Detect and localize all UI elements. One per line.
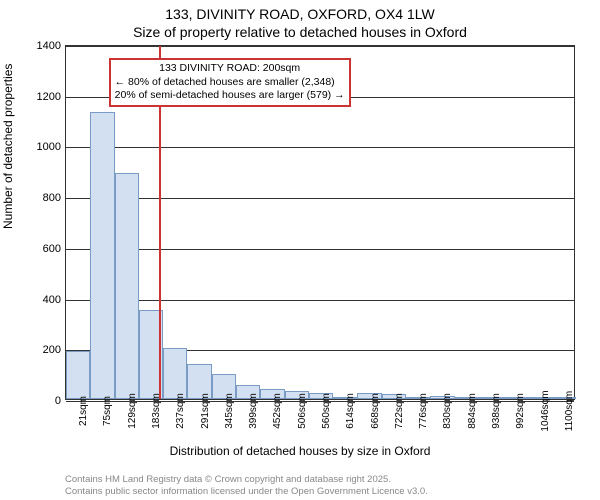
y-tick-label: 0 [55,395,61,407]
chart-title-main: 133, DIVINITY ROAD, OXFORD, OX4 1LW [0,6,600,22]
chart-container: 133, DIVINITY ROAD, OXFORD, OX4 1LW Size… [0,0,600,500]
x-tick-label: 1046sqm [540,390,551,431]
x-tick-label: 776sqm [418,393,429,429]
x-axis-title: Distribution of detached houses by size … [0,444,600,458]
footer: Contains HM Land Registry data © Crown c… [65,474,428,498]
y-tick-label: 600 [43,243,61,255]
x-tick-label: 614sqm [345,393,356,429]
x-tick-label: 830sqm [442,393,453,429]
x-tick-label: 560sqm [321,393,332,429]
x-tick-label: 506sqm [297,393,308,429]
footer-line-2: Contains public sector information licen… [65,486,428,498]
x-tick-label: 75sqm [102,396,113,426]
y-tick-label: 1200 [37,91,61,103]
x-tick-label: 399sqm [248,393,259,429]
y-tick-label: 400 [43,294,61,306]
histogram-bar [115,173,139,399]
grid-line [66,46,574,47]
histogram-bar [163,348,187,399]
annotation-line-2: ← 80% of detached houses are smaller (2,… [115,76,345,90]
x-tick-label: 345sqm [224,393,235,429]
y-tick-label: 1000 [37,141,61,153]
grid-line [66,249,574,250]
chart-title-sub: Size of property relative to detached ho… [0,24,600,40]
grid-line [66,300,574,301]
x-tick-label: 938sqm [491,393,502,429]
x-tick-label: 452sqm [272,393,283,429]
y-tick-label: 200 [43,344,61,356]
plot-area: 020040060080010001200140021sqm75sqm129sq… [65,45,575,400]
y-tick-label: 1400 [37,40,61,52]
y-tick-label: 800 [43,192,61,204]
annotation-line-1: 133 DIVINITY ROAD: 200sqm [115,62,345,76]
histogram-bar [66,351,90,399]
footer-line-1: Contains HM Land Registry data © Crown c… [65,474,428,486]
x-tick-label: 291sqm [200,393,211,429]
x-tick-label: 722sqm [394,393,405,429]
x-tick-label: 1100sqm [564,391,575,431]
grid-line [66,147,574,148]
grid-line [66,198,574,199]
x-tick-label: 129sqm [127,393,138,429]
x-tick-label: 237sqm [175,393,186,429]
x-tick-label: 668sqm [370,393,381,429]
x-tick-label: 992sqm [515,393,526,429]
annotation-box: 133 DIVINITY ROAD: 200sqm← 80% of detach… [109,58,351,107]
y-axis-title: Number of detached properties [1,64,15,229]
x-tick-label: 21sqm [78,396,89,426]
x-tick-label: 884sqm [467,393,478,429]
histogram-bar [90,112,114,399]
annotation-line-3: 20% of semi-detached houses are larger (… [115,89,345,103]
